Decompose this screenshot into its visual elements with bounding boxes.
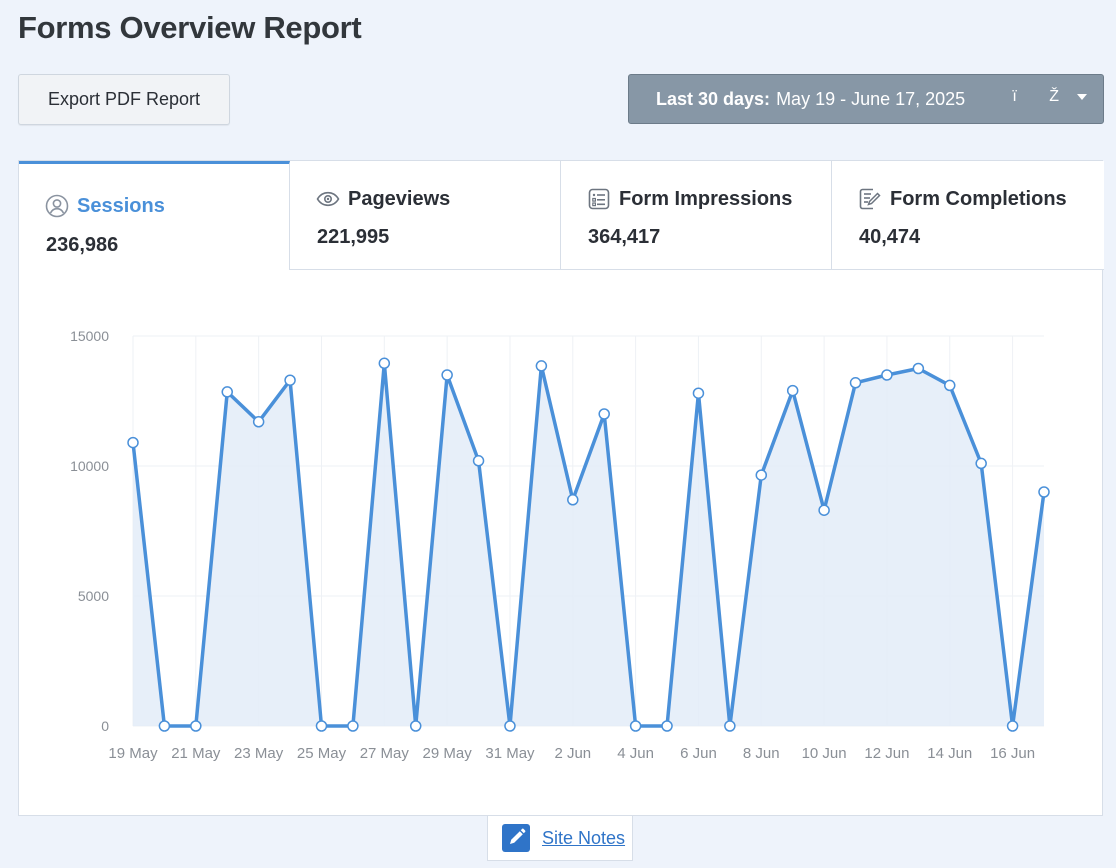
- data-point: [975, 457, 987, 470]
- x-tick-label: 6 Jun: [680, 745, 717, 762]
- x-tick-label: 10 Jun: [802, 745, 847, 762]
- data-point: [755, 469, 768, 481]
- data-point: [881, 369, 893, 381]
- data-point: [441, 369, 453, 381]
- data-point: [472, 455, 485, 467]
- data-point: [504, 720, 516, 732]
- pencil-icon: [502, 824, 530, 852]
- data-point: [127, 436, 139, 449]
- data-point: [315, 720, 328, 732]
- data-point: [190, 720, 202, 732]
- tab-pageviews[interactable]: Pageviews 221,995: [290, 161, 561, 270]
- data-point: [786, 384, 799, 397]
- tab-label: Form Completions: [890, 187, 1067, 210]
- x-tick-label: 4 Jun: [617, 745, 654, 762]
- x-tick-label: 19 May: [108, 745, 158, 762]
- metric-tabs: Sessions 236,986 Pageviews 221,995: [19, 161, 1104, 271]
- data-point: [158, 720, 171, 732]
- tab-value: 236,986: [46, 234, 119, 256]
- data-point: [661, 720, 673, 732]
- page-title: Forms Overview Report: [18, 10, 362, 45]
- x-tick-label: 21 May: [171, 745, 221, 762]
- data-point: [629, 720, 642, 732]
- export-pdf-button[interactable]: Export PDF Report: [18, 74, 230, 125]
- data-point: [252, 416, 265, 428]
- report-panel: Sessions 236,986 Pageviews 221,995: [18, 160, 1104, 817]
- x-tick-label: 8 Jun: [743, 745, 780, 762]
- data-point: [912, 362, 925, 375]
- x-tick-label: 12 Jun: [864, 745, 909, 762]
- tab-value: 364,417: [588, 226, 661, 248]
- sessions-chart-svg: 0 5000 10000 15000 19 May 21 May 23 May 25 May 2…: [70, 328, 1050, 762]
- user-circle-icon: [45, 194, 69, 218]
- site-notes-link[interactable]: Site Notes: [542, 827, 626, 848]
- x-tick-label: 31 May: [485, 745, 535, 762]
- tab-form-completions[interactable]: Form Completions 40,474: [832, 161, 1104, 270]
- tab-form-impressions[interactable]: Form Impressions 364,417: [561, 161, 832, 270]
- date-range-prefix: Last 30 days:: [656, 88, 771, 109]
- tab-label: Sessions: [77, 194, 165, 217]
- data-point: [347, 720, 359, 732]
- x-tick-label: 14 Jun: [927, 745, 972, 762]
- x-tick-label: 2 Jun: [554, 745, 591, 762]
- y-tick-label: 15000: [70, 328, 109, 344]
- data-point: [535, 360, 548, 372]
- site-notes-button[interactable]: Site Notes: [487, 816, 633, 861]
- x-tick-label: 27 May: [360, 745, 410, 762]
- data-point: [567, 494, 579, 506]
- tab-value: 40,474: [859, 226, 921, 248]
- data-point: [849, 377, 862, 389]
- tab-sessions[interactable]: Sessions 236,986: [19, 161, 290, 270]
- eye-icon: [316, 191, 340, 207]
- tab-label: Form Impressions: [619, 187, 793, 210]
- data-point: [944, 379, 956, 392]
- series-area: [133, 363, 1044, 726]
- date-range-value: May 19 - June 17, 2025: [776, 88, 966, 109]
- x-tick-label: 23 May: [234, 745, 284, 762]
- sessions-chart: 0 5000 10000 15000 19 May 21 May 23 May 25 May 2…: [19, 271, 1104, 817]
- data-point: [221, 386, 233, 398]
- tab-value: 221,995: [317, 226, 390, 248]
- y-tick-label: 5000: [78, 588, 109, 604]
- form-list-icon: [588, 188, 610, 210]
- data-point: [692, 387, 705, 399]
- x-tick-label: 16 Jun: [990, 745, 1035, 762]
- date-range-selector[interactable]: Last 30 days: May 19 - June 17, 2025 ï Ž: [628, 74, 1104, 124]
- data-point: [1006, 720, 1019, 732]
- data-point: [409, 720, 422, 732]
- data-point: [818, 504, 830, 516]
- data-point: [284, 374, 296, 386]
- date-range-glyphs: ï Ž: [1012, 88, 1073, 105]
- y-tick-label: 0: [101, 718, 109, 734]
- x-tick-label: 29 May: [423, 745, 473, 762]
- data-point: [378, 357, 391, 370]
- data-point: [724, 720, 736, 732]
- x-tick-label: 25 May: [297, 745, 347, 762]
- tab-label: Pageviews: [348, 187, 451, 210]
- form-edit-icon: [859, 188, 881, 210]
- chevron-down-icon: [1077, 94, 1087, 100]
- data-point: [1038, 486, 1050, 498]
- y-tick-label: 10000: [70, 458, 109, 474]
- data-point: [598, 408, 610, 420]
